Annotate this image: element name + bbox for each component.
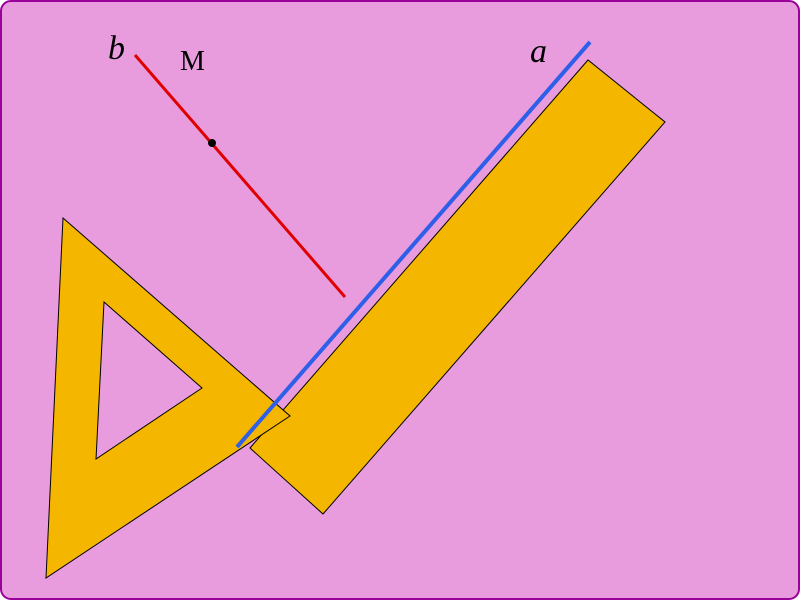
label-a: a [530, 35, 547, 69]
label-b: b [108, 32, 125, 66]
geometry-diagram [0, 0, 800, 600]
diagram-stage: a b М [0, 0, 800, 600]
label-m: М [180, 48, 205, 76]
point-m [208, 139, 216, 147]
